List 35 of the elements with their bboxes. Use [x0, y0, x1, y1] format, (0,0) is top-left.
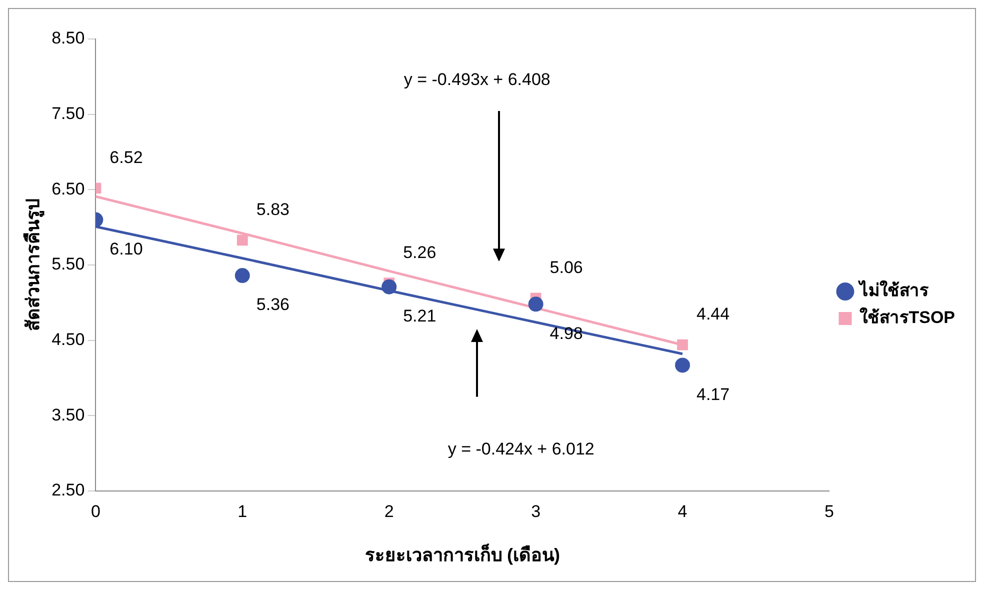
data-label: 6.52 [110, 148, 143, 167]
data-label: 4.17 [696, 384, 730, 404]
legend-label: ไม่ใช้สาร [858, 280, 930, 300]
data-label: 5.83 [256, 200, 290, 219]
y-tick-label: 4.50 [52, 330, 85, 350]
x-axis-title: ระยะเวลาการเก็บ (เดือน) [364, 543, 560, 566]
data-label: 6.10 [110, 239, 143, 258]
data-label: 5.36 [256, 295, 290, 314]
y-tick-label: 8.50 [52, 28, 85, 48]
x-tick-label: 3 [531, 502, 541, 521]
y-tick-label: 7.50 [52, 104, 85, 124]
point [675, 358, 690, 373]
data-label: 5.06 [550, 258, 583, 277]
x-tick-label: 1 [238, 502, 248, 521]
x-tick-label: 0 [90, 502, 100, 521]
point [236, 234, 248, 246]
data-label: 4.98 [550, 324, 583, 343]
data-label: 5.26 [403, 242, 436, 262]
point [382, 279, 397, 294]
x-tick-label: 5 [824, 502, 834, 521]
y-tick-label: 6.50 [52, 179, 85, 198]
point [528, 296, 544, 312]
annotation: y = -0.493x + 6.408 [404, 70, 550, 90]
x-tick-label: 2 [384, 502, 394, 521]
y-tick-label: 2.50 [52, 480, 85, 500]
point [677, 339, 688, 350]
point [234, 268, 250, 284]
annotation: y = -0.424x + 6.012 [448, 439, 594, 458]
data-label: 5.21 [403, 306, 436, 326]
y-axis-title: สัดส่วนการคืนรูป [22, 199, 45, 331]
x-tick-label: 4 [678, 502, 688, 521]
y-tick-label: 3.50 [52, 405, 85, 424]
data-label: 4.44 [696, 304, 730, 324]
y-tick-label: 5.50 [52, 254, 85, 274]
legend-label: ใช้สารTSOP [860, 307, 956, 328]
